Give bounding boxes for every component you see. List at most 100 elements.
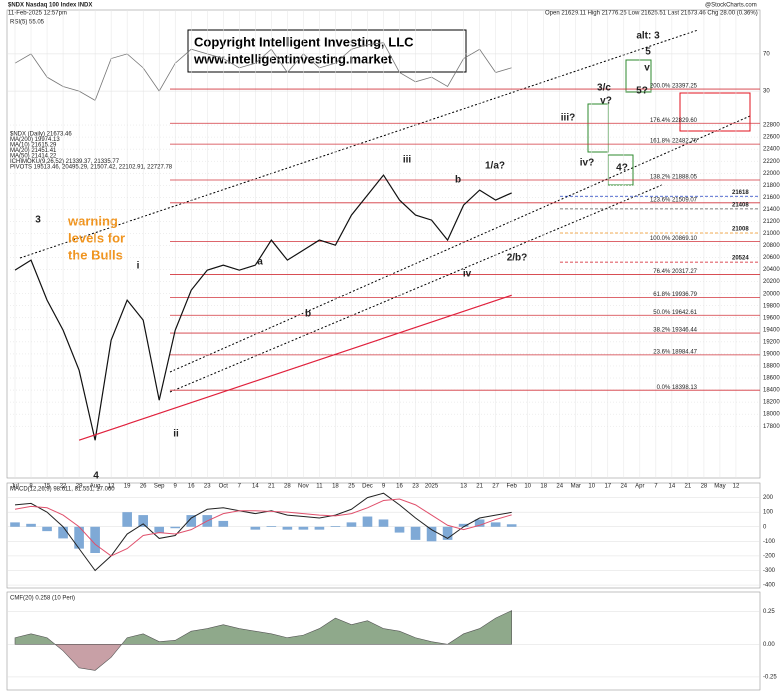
copyright-url: www.intelligentinvesting.market bbox=[193, 51, 393, 66]
histogram-bar bbox=[90, 526, 100, 553]
series-line bbox=[14, 174, 512, 441]
wave-label: 4 bbox=[93, 471, 99, 482]
x-tick-label: 26 bbox=[140, 484, 147, 490]
wave-label: b bbox=[455, 175, 461, 186]
wave-label: iii? bbox=[561, 113, 575, 124]
y-tick-label: 22200 bbox=[763, 159, 780, 165]
legend-entry: MA(50) 21414.22 bbox=[10, 154, 57, 160]
warning: levels for bbox=[68, 230, 125, 245]
wave-label: 3 bbox=[35, 215, 41, 226]
date: 11-Feb-2025 12:57pm bbox=[8, 11, 67, 17]
y-tick-label: -100 bbox=[763, 539, 776, 545]
histogram-bar bbox=[362, 516, 373, 527]
y-tick-label: 22800 bbox=[763, 123, 780, 129]
x-tick-label: 21 bbox=[268, 484, 275, 490]
wave-label: 2/b? bbox=[507, 253, 528, 264]
wave-label: 4? bbox=[616, 163, 628, 174]
histogram-bar bbox=[458, 523, 469, 527]
y-tick-label: 21400 bbox=[763, 207, 780, 213]
y-tick-label: 20400 bbox=[763, 267, 780, 273]
source: @StockCharts.com bbox=[705, 3, 757, 9]
wave-label: iv bbox=[463, 269, 472, 280]
price-level-label: 21618 bbox=[732, 190, 749, 196]
y-tick-label: 19400 bbox=[763, 327, 780, 333]
y-tick-label: 21600 bbox=[763, 195, 780, 201]
fib-label: 176.4% 22829.60 bbox=[650, 118, 698, 124]
wave-label: i bbox=[137, 261, 140, 272]
target-box bbox=[625, 59, 652, 93]
histogram-bar bbox=[442, 526, 453, 540]
x-tick-label: 23 bbox=[412, 484, 419, 490]
macd-line bbox=[14, 498, 512, 557]
y-tick-label: 22400 bbox=[763, 147, 780, 153]
x-tick-label: 29 bbox=[76, 484, 83, 490]
x-tick-label: Mar bbox=[571, 484, 581, 490]
y-tick-label: -200 bbox=[763, 553, 776, 559]
x-tick-label: Jul bbox=[11, 484, 19, 490]
y-tick-label: 0 bbox=[763, 524, 767, 530]
y-tick-label: 22600 bbox=[763, 135, 780, 141]
x-tick-label: Sep bbox=[154, 484, 165, 490]
y-tick-label: 21000 bbox=[763, 231, 780, 237]
legend-entry: ICHIMOKU(9,26,52) 21339.37, 21335.77 bbox=[10, 159, 120, 165]
symbol: $NDX Nasdaq 100 Index INDX bbox=[8, 3, 92, 9]
histogram-bar bbox=[266, 526, 277, 527]
legend-entry: $NDX (Daily) 21673.46 bbox=[10, 132, 72, 138]
x-tick-label: 12 bbox=[108, 484, 115, 490]
histogram-bar bbox=[474, 519, 485, 527]
wave-label: alt: 3 bbox=[636, 31, 660, 42]
x-tick-label: May bbox=[714, 484, 725, 490]
histogram-bar bbox=[42, 526, 52, 532]
panel-title: RSI(5) 55.05 bbox=[10, 20, 45, 26]
legend-entry: MA(200) 19974.13 bbox=[10, 137, 60, 143]
y-tick-label: 19600 bbox=[763, 315, 780, 321]
y-tick-label: 18200 bbox=[763, 400, 780, 406]
histogram-bar bbox=[314, 526, 325, 530]
wave-label: 3/c bbox=[597, 83, 611, 94]
y-tick-label: 18000 bbox=[763, 412, 780, 418]
y-tick-label: 200 bbox=[763, 495, 774, 501]
x-tick-label: 28 bbox=[284, 484, 291, 490]
panel-title: CMF(20) 0.258 (10 Peri) bbox=[10, 596, 75, 602]
wave-label: b bbox=[305, 309, 311, 320]
legend-entry: MA(10) 21615.29 bbox=[10, 143, 57, 149]
histogram-bar bbox=[394, 526, 405, 533]
histogram-bar bbox=[490, 522, 501, 527]
x-tick-label: 28 bbox=[701, 484, 708, 490]
histogram-bar bbox=[506, 524, 517, 527]
fib-label: 50.0% 19642.61 bbox=[653, 310, 697, 316]
x-tick-label: 14 bbox=[252, 484, 259, 490]
wave-label: iii bbox=[403, 155, 412, 166]
copyright: Copyright Intelligent Investing, LLC bbox=[194, 34, 414, 49]
x-tick-label: 14 bbox=[669, 484, 676, 490]
x-tick-label: Aug bbox=[90, 484, 101, 490]
price-level-label: 20524 bbox=[732, 256, 749, 262]
y-tick-label: -300 bbox=[763, 568, 776, 574]
histogram-bar bbox=[10, 522, 20, 527]
x-tick-label: 21 bbox=[685, 484, 692, 490]
histogram-bar bbox=[410, 526, 421, 540]
y-tick-label: 21800 bbox=[763, 183, 780, 189]
channel-line bbox=[169, 115, 751, 373]
wave-label: 5 bbox=[645, 47, 651, 58]
y-tick-label: 19200 bbox=[763, 339, 780, 345]
y-tick-label: 18600 bbox=[763, 376, 780, 382]
fib-label: 61.8% 19936.79 bbox=[653, 292, 697, 298]
histogram-bar bbox=[74, 526, 84, 549]
y-tick-label: 20200 bbox=[763, 279, 780, 285]
x-tick-label: Nov bbox=[298, 484, 309, 490]
x-tick-label: 16 bbox=[188, 484, 195, 490]
wave-label: 1/a? bbox=[485, 161, 505, 172]
y-tick-label: 21200 bbox=[763, 219, 780, 225]
x-tick-label: 9 bbox=[382, 484, 386, 490]
x-tick-label: 21 bbox=[476, 484, 483, 490]
x-tick-label: 12 bbox=[733, 484, 740, 490]
histogram-bar bbox=[218, 520, 229, 527]
y-tick-label: 18800 bbox=[763, 364, 780, 370]
x-tick-label: 9 bbox=[174, 484, 178, 490]
macd-frame bbox=[6, 482, 761, 589]
x-tick-label: 15 bbox=[44, 484, 51, 490]
wave-label: v bbox=[644, 63, 650, 74]
histogram-bar bbox=[154, 526, 165, 533]
series-line bbox=[14, 42, 512, 101]
